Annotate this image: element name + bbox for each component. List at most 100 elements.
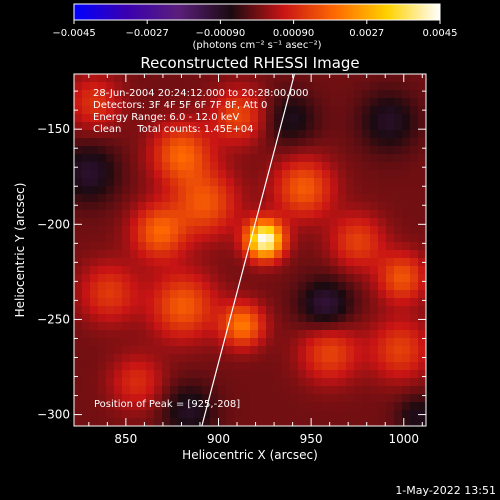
heatmap-cell (386, 402, 395, 411)
heatmap-cell (218, 202, 227, 211)
heatmap-cell (138, 362, 147, 371)
heatmap-cell (394, 250, 403, 259)
heatmap-cell (82, 146, 91, 155)
heatmap-cell (242, 242, 251, 251)
heatmap-cell (346, 418, 355, 426)
heatmap-cell (418, 338, 426, 347)
heatmap-cell (82, 322, 91, 331)
heatmap-cell (130, 282, 139, 291)
heatmap-cell (82, 338, 91, 347)
heatmap-cell (186, 402, 195, 411)
heatmap-cell (290, 130, 299, 139)
heatmap-cell (218, 170, 227, 179)
heatmap-cell (274, 306, 283, 315)
heatmap-cell (234, 386, 243, 395)
heatmap-cell (410, 130, 419, 139)
heatmap-cell (218, 314, 227, 323)
heatmap-cell (258, 306, 267, 315)
heatmap-cell (226, 218, 235, 227)
heatmap-cell (314, 338, 323, 347)
heatmap-cell (386, 378, 395, 387)
heatmap-cell (402, 362, 411, 371)
heatmap-cell (194, 394, 203, 403)
heatmap-cell (114, 122, 123, 131)
heatmap-cell (298, 418, 307, 426)
heatmap-cell (178, 298, 187, 307)
heatmap-cell (298, 266, 307, 275)
colorbar-tick-label: 0.0027 (349, 28, 384, 39)
heatmap-cell (274, 258, 283, 267)
heatmap-cell (274, 314, 283, 323)
heatmap-cell (130, 162, 139, 171)
heatmap-cell (298, 410, 307, 419)
heatmap-cell (114, 338, 123, 347)
heatmap-cell (274, 242, 283, 251)
heatmap-cell (370, 354, 379, 363)
info-clean-counts: Clean Total counts: 1.45E+04 (93, 124, 253, 135)
heatmap-cell (242, 82, 251, 91)
heatmap-cell (282, 162, 291, 171)
heatmap-cell (282, 298, 291, 307)
heatmap-cell (250, 122, 259, 131)
heatmap-cell (266, 146, 275, 155)
heatmap-cell (266, 306, 275, 315)
heatmap-cell (418, 346, 426, 355)
heatmap-cell (114, 346, 123, 355)
heatmap-cell (154, 354, 163, 363)
heatmap-cell (162, 362, 171, 371)
heatmap-cell (370, 394, 379, 403)
heatmap-cell (266, 218, 275, 227)
heatmap-cell (154, 330, 163, 339)
heatmap-cell (290, 170, 299, 179)
heatmap-cell (410, 290, 419, 299)
heatmap-cell (178, 186, 187, 195)
heatmap-cell (330, 154, 339, 163)
heatmap-cell (162, 330, 171, 339)
heatmap-cell (98, 354, 107, 363)
heatmap-cell (418, 210, 426, 219)
heatmap-cell (98, 90, 107, 99)
heatmap-cell (162, 90, 171, 99)
heatmap-cell (194, 290, 203, 299)
heatmap-cell (370, 290, 379, 299)
heatmap-cell (258, 330, 267, 339)
heatmap-cell (234, 178, 243, 187)
heatmap-cell (258, 290, 267, 299)
heatmap-cell (306, 250, 315, 259)
heatmap-cell (394, 82, 403, 91)
heatmap-cell (354, 82, 363, 91)
heatmap-cell (234, 122, 243, 131)
heatmap-cell (210, 418, 219, 426)
heatmap-cell (186, 146, 195, 155)
heatmap-cell (314, 146, 323, 155)
heatmap-cell (170, 194, 179, 203)
heatmap-cell (362, 274, 371, 283)
heatmap-cell (162, 98, 171, 107)
heatmap-cell (330, 114, 339, 123)
heatmap-cell (218, 362, 227, 371)
heatmap-cell (90, 106, 99, 115)
heatmap-cell (82, 186, 91, 195)
y-axis: −150−200−250−300 (37, 90, 426, 422)
heatmap-cell (250, 170, 259, 179)
heatmap-cell (178, 410, 187, 419)
heatmap-cell (410, 370, 419, 379)
heatmap-cell (242, 178, 251, 187)
heatmap-cell (386, 170, 395, 179)
heatmap-cell (402, 378, 411, 387)
heatmap-cell (362, 266, 371, 275)
heatmap-cell (338, 82, 347, 91)
heatmap-cell (394, 306, 403, 315)
heatmap-cell (178, 154, 187, 163)
heatmap-cell (154, 282, 163, 291)
heatmap-cell (98, 370, 107, 379)
heatmap-cell (330, 394, 339, 403)
heatmap-cell (82, 354, 91, 363)
heatmap-cell (250, 266, 259, 275)
heatmap-cell (338, 314, 347, 323)
heatmap-cell (322, 354, 331, 363)
heatmap-cell (306, 330, 315, 339)
heatmap-cell (114, 170, 123, 179)
heatmap-cell (402, 266, 411, 275)
heatmap-cell (386, 330, 395, 339)
